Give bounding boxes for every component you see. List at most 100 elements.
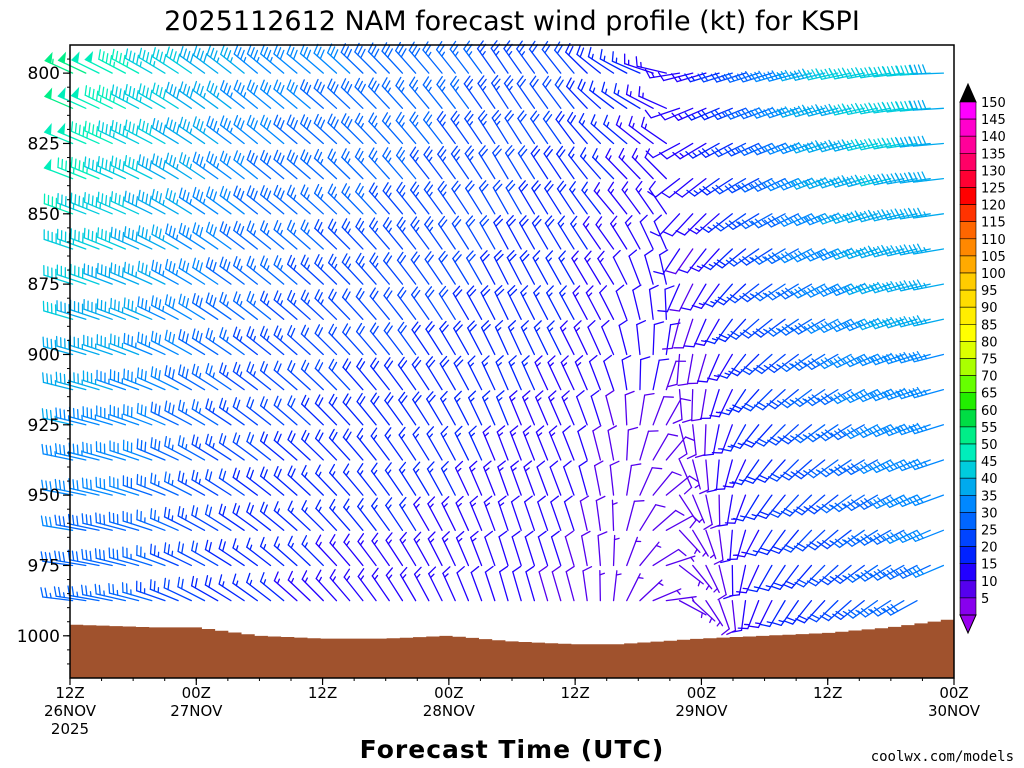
wind-barb: [579, 495, 590, 531]
wind-barb: [483, 495, 496, 531]
wind-barb: [327, 218, 351, 250]
wind-barb: [152, 82, 179, 109]
wind-barb: [607, 181, 628, 215]
colorbar-swatch: [959, 477, 977, 496]
colorbar-swatch: [959, 580, 977, 599]
wind-barb: [165, 223, 192, 250]
wind-barb: [273, 114, 298, 145]
wind-barb: [908, 279, 945, 291]
wind-barb: [842, 247, 879, 260]
wind-barb: [329, 569, 351, 602]
wind-barb: [754, 424, 786, 447]
wind-barb: [178, 187, 206, 215]
wind-barb: [793, 529, 826, 552]
wind-barb: [742, 424, 773, 448]
wind-barb: [454, 460, 470, 496]
wind-barb: [491, 75, 509, 109]
wind-barbs: [40, 40, 945, 636]
wind-barb: [816, 139, 852, 153]
wind-barb: [356, 392, 377, 426]
wind-barb: [439, 355, 456, 391]
wind-barb: [692, 494, 705, 524]
wind-barb: [705, 599, 724, 627]
wind-barb: [686, 177, 720, 197]
wind-barb: [138, 47, 166, 74]
wind-barb: [246, 431, 272, 461]
wind-barb: [908, 351, 945, 363]
wind-barb: [425, 321, 443, 356]
wind-barb: [601, 319, 615, 356]
wind-barb: [644, 249, 654, 285]
wind-barb: [122, 546, 153, 567]
wind-barb: [451, 180, 470, 215]
wind-barb: [57, 122, 87, 145]
wind-barb: [703, 283, 733, 308]
wind-barb: [246, 361, 272, 391]
wind-barb: [639, 430, 659, 461]
wind-barb: [869, 317, 905, 330]
wind-barb: [640, 116, 667, 145]
wind-barb: [561, 390, 575, 426]
wind-barb: [537, 530, 549, 567]
wind-barb: [123, 368, 153, 391]
wind-barb: [699, 177, 733, 196]
wind-barb: [341, 253, 364, 285]
wind-barb: [204, 504, 232, 531]
wind-barb: [595, 216, 615, 250]
x-tick-label: 12Z: [308, 684, 337, 702]
wind-barb: [178, 152, 206, 180]
wind-barb: [110, 226, 140, 250]
wind-barb: [205, 327, 232, 356]
wind-barb: [205, 292, 232, 320]
wind-barb: [327, 148, 351, 180]
colorbar-label: 80: [981, 335, 998, 350]
wind-barb: [437, 180, 456, 215]
wind-barb: [260, 149, 285, 180]
wind-barb: [711, 177, 747, 195]
wind-barb: [83, 299, 113, 320]
wind-barb: [593, 182, 615, 215]
wind-barb: [673, 177, 707, 198]
wind-barb: [138, 154, 166, 180]
wind-barb: [206, 151, 232, 180]
wind-barb: [424, 251, 443, 285]
wind-barb: [164, 400, 192, 426]
wind-barb: [219, 291, 245, 320]
wind-barb: [259, 290, 285, 320]
wind-barb: [301, 535, 324, 567]
x-tick-label: 00Z: [939, 684, 968, 702]
wind-barb: [57, 87, 87, 109]
wind-barb: [869, 564, 905, 581]
wind-barb: [783, 599, 813, 625]
wind-barb: [631, 147, 654, 180]
wind-barb: [582, 216, 602, 250]
wind-barb: [342, 428, 364, 461]
wind-barb: [724, 177, 760, 194]
wind-barb: [300, 219, 324, 250]
wind-barb: [233, 220, 258, 250]
wind-barb: [150, 508, 179, 531]
wind-barb: [138, 118, 166, 145]
wind-barb: [495, 355, 509, 391]
wind-barb: [108, 547, 140, 567]
colorbar-label: 35: [981, 489, 998, 504]
wind-barb: [672, 388, 683, 424]
wind-barb: [233, 79, 258, 109]
wind-barb: [635, 180, 654, 215]
wind-barb: [300, 324, 324, 356]
wind-barb: [806, 564, 839, 587]
wind-barb: [246, 396, 272, 426]
wind-barb: [205, 221, 232, 250]
wind-barb: [81, 548, 113, 567]
wind-barb: [313, 113, 338, 145]
wind-barb: [743, 459, 773, 484]
wind-barb: [382, 147, 404, 180]
wind-barb: [383, 357, 404, 391]
wind-barb: [299, 44, 324, 74]
wind-barb: [273, 290, 298, 320]
wind-barb: [717, 353, 747, 379]
wind-barb: [315, 499, 338, 531]
wind-barb: [441, 496, 456, 531]
wind-barb: [615, 115, 641, 145]
wind-barb: [219, 362, 245, 391]
